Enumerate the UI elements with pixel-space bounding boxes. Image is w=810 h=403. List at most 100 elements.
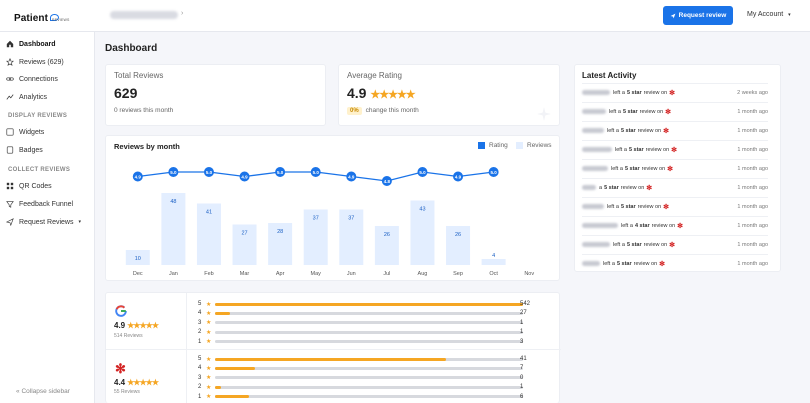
activity-rating: 5 star — [616, 260, 632, 267]
x-tick-label: Apr — [276, 271, 285, 277]
home-icon — [6, 40, 14, 48]
change-badge: 0% — [347, 107, 362, 115]
analytics-icon — [6, 94, 14, 100]
divider — [186, 293, 187, 403]
rating-point — [381, 176, 392, 186]
average-rating-value: 4.9 — [347, 85, 367, 101]
reviewer-name — [582, 166, 608, 171]
rating-count: 542 — [520, 301, 531, 307]
chart-title: Reviews by month — [114, 142, 180, 151]
bar-value-label: 27 — [241, 231, 247, 237]
star-icon: ★ — [206, 375, 212, 382]
sidebar-item-label: Connections — [19, 75, 58, 83]
reviews-bar — [125, 250, 150, 265]
sidebar-item-reviews[interactable]: Reviews (629) — [6, 56, 64, 68]
legend-rating[interactable]: Rating — [478, 142, 508, 149]
activity-text: review on — [633, 260, 658, 267]
send-icon — [670, 13, 676, 18]
rating-point-label: 5.0 — [490, 170, 497, 175]
average-rating-label: Average Rating — [347, 71, 402, 80]
activity-time: 1 month ago — [737, 165, 768, 172]
legend-label-rating: Rating — [489, 142, 508, 149]
yelp-icon: ✻ — [667, 165, 674, 173]
x-tick-label: Aug — [418, 271, 428, 277]
latest-activity-title: Latest Activity — [582, 71, 637, 80]
yelp-icon: ✻ — [659, 260, 666, 268]
sidebar-item-badges[interactable]: Badges — [6, 144, 43, 156]
activity-rating: 5 star — [628, 146, 644, 153]
send-icon — [6, 218, 14, 226]
request-review-button[interactable]: Request review — [663, 6, 733, 25]
yelp-icon: ✻ — [671, 146, 678, 154]
yelp-icon: ✻ — [669, 89, 676, 97]
divider — [106, 349, 561, 350]
activity-text: left a — [603, 260, 615, 267]
activity-time: 1 month ago — [737, 203, 768, 210]
sidebar-item-request-reviews[interactable]: Request Reviews ▾ — [6, 216, 81, 228]
activity-text: review on — [643, 89, 668, 96]
sidebar-item-analytics[interactable]: Analytics — [6, 91, 47, 103]
legend-label-reviews: Reviews — [527, 142, 552, 149]
yelp-review-count: 55 Reviews — [114, 389, 140, 395]
rating-point — [453, 171, 464, 182]
rating-point-label: 5.0 — [277, 170, 284, 175]
activity-text: review on — [620, 184, 645, 191]
rating-point-label: 5.0 — [170, 170, 177, 175]
account-menu[interactable]: My Account ▾ — [747, 11, 791, 18]
sidebar-item-connections[interactable]: Connections — [6, 73, 58, 85]
yelp-icon: ✻ — [677, 222, 684, 230]
rating-bar-track — [215, 321, 523, 325]
reviews-bar — [481, 259, 506, 265]
rating-point — [203, 167, 214, 177]
sidebar-item-label: Reviews (629) — [19, 58, 64, 66]
reviews-bar — [446, 226, 471, 265]
reviewer-name — [582, 242, 610, 247]
chevron-down-icon: ▾ — [78, 219, 81, 225]
activity-time: 1 month ago — [737, 127, 768, 134]
sidebar-item-feedback-funnel[interactable]: Feedback Funnel — [6, 198, 73, 210]
practice-switcher[interactable] — [110, 11, 178, 19]
activity-time: 1 month ago — [737, 222, 768, 229]
legend-reviews[interactable]: Reviews — [516, 142, 552, 149]
yelp-stars: ★★★★★ — [127, 378, 159, 387]
star-icon: ★ — [206, 365, 212, 372]
total-reviews-label: Total Reviews — [114, 71, 164, 80]
activity-text: left a — [613, 89, 625, 96]
reviews-bar — [410, 200, 435, 265]
sidebar-item-widgets[interactable]: Widgets — [6, 126, 44, 138]
activity-text: left a — [607, 127, 619, 134]
reviews-bar — [196, 203, 221, 265]
activity-text: left a — [615, 146, 627, 153]
rating-change: 0% change this month — [347, 107, 419, 115]
star-icon: ★ — [206, 310, 212, 317]
x-tick-label: Mar — [240, 271, 250, 277]
chevron-down-icon[interactable]: › — [181, 10, 184, 17]
brand-logo[interactable]: Patient REVIEWS — [14, 8, 74, 26]
yelp-icon: ✻ — [669, 241, 676, 249]
collapse-sidebar-button[interactable]: « Collapse sidebar — [16, 388, 70, 395]
activity-text: review on — [639, 108, 664, 115]
x-tick-label: May — [311, 271, 322, 277]
brand-name: Patient — [14, 13, 49, 24]
activity-time: 2 weeks ago — [737, 89, 768, 96]
sidebar-item-qr-codes[interactable]: QR Codes — [6, 180, 52, 192]
activity-time: 1 month ago — [737, 108, 768, 115]
rating-bar-fill — [215, 357, 446, 361]
sidebar-item-dashboard[interactable]: Dashboard — [6, 38, 56, 50]
change-label: change this month — [365, 107, 419, 114]
rating-count: 1 — [520, 329, 524, 336]
star-icon: ★ — [206, 329, 212, 336]
activity-rating: 5 star — [626, 89, 642, 96]
bar-value-label: 4 — [492, 253, 495, 259]
activity-rating: 5 star — [604, 184, 619, 191]
